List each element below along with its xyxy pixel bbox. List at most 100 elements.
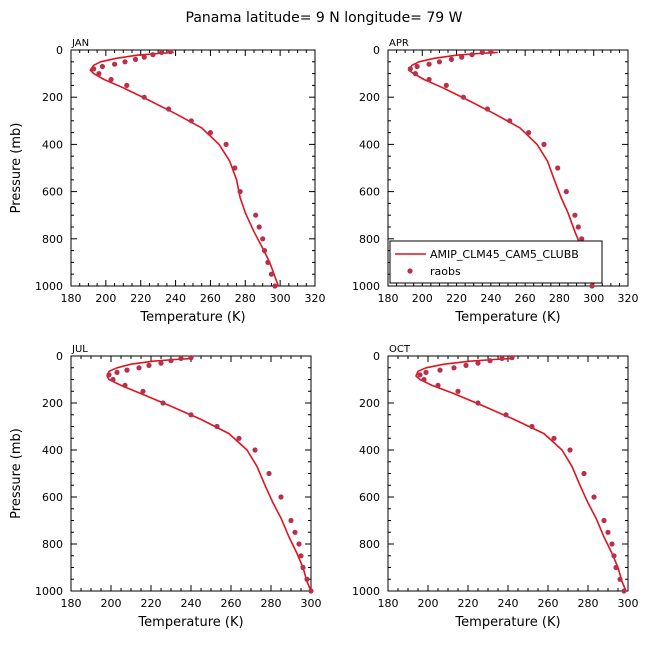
y-tick-label: 200 — [359, 91, 380, 104]
x-tick-label: 200 — [101, 597, 122, 610]
raobs-point — [609, 541, 615, 547]
x-tick-label: 300 — [583, 292, 604, 305]
raobs-point — [278, 494, 284, 500]
x-tick-label: 240 — [181, 597, 202, 610]
legend-marker-swatch — [407, 268, 413, 274]
raobs-point — [463, 362, 469, 368]
raobs-point — [555, 165, 561, 171]
raobs-point — [168, 358, 174, 364]
y-tick-label: 1000 — [352, 585, 380, 598]
panel-jul: 180 200 220 240 260 280 300 0 200 400 600 800 1000 Te… — [9, 344, 322, 630]
raobs-point — [579, 236, 585, 242]
raobs-point — [407, 66, 413, 72]
raobs-point — [437, 367, 443, 373]
raobs-point — [509, 355, 515, 361]
y-tick-label: 0 — [56, 44, 63, 57]
raobs-point — [499, 355, 505, 361]
raobs-point — [166, 106, 172, 112]
raobs-point — [529, 423, 535, 430]
raobs-point — [188, 355, 194, 361]
raobs-point — [451, 365, 457, 371]
raobs-point — [575, 224, 581, 230]
raobs-point — [551, 435, 557, 441]
raobs-point — [469, 52, 475, 58]
raobs-point — [110, 376, 116, 383]
panel-label: JAN — [71, 38, 89, 49]
x-tick-label: 180 — [378, 292, 399, 305]
raobs-point — [298, 553, 304, 559]
raobs-point — [526, 130, 532, 136]
raobs-point — [108, 76, 114, 83]
y-tick-label: 1000 — [352, 280, 380, 293]
x-tick-label: 260 — [221, 597, 242, 610]
raobs-point — [488, 49, 494, 55]
x-tick-label: 300 — [270, 292, 291, 305]
panel-oct: 180 200 220 240 260 280 300 0 200 400 600 800 1000 Te… — [352, 344, 639, 630]
model-line — [407, 51, 595, 287]
x-axis-title: Temperature (K) — [454, 310, 560, 325]
x-tick-label: 220 — [130, 292, 151, 305]
raobs-point — [435, 382, 441, 388]
x-tick-label: 280 — [261, 597, 282, 610]
y-tick-label: 800 — [42, 538, 63, 551]
y-tick-label: 600 — [359, 186, 380, 199]
raobs-point — [601, 517, 607, 524]
model-line — [89, 51, 280, 287]
x-axis-title: Temperature (K) — [454, 615, 560, 630]
raobs-point — [591, 494, 597, 500]
raobs-point — [253, 212, 259, 218]
y-tick-label: 800 — [359, 538, 380, 551]
raobs-point — [167, 49, 173, 55]
raobs-point — [237, 189, 243, 195]
raobs-point — [122, 59, 128, 65]
raobs-point — [421, 376, 427, 383]
x-tick-label: 280 — [578, 597, 599, 610]
y-tick-label: 400 — [42, 138, 63, 151]
raobs-point — [572, 212, 578, 218]
raobs-point — [265, 259, 271, 265]
raobs-point — [484, 106, 490, 112]
model-line — [415, 357, 627, 592]
panel-apr: 180 200 220 240 260 280 300 320 0 200 400 600 800 100… — [352, 38, 639, 325]
raobs-point — [261, 248, 268, 254]
x-tick-label: 300 — [301, 597, 322, 610]
x-tick-label: 220 — [458, 597, 479, 610]
raobs-point — [207, 130, 213, 136]
x-tick-label: 220 — [141, 597, 162, 610]
y-tick-label: 400 — [359, 138, 380, 151]
raobs-point — [106, 372, 112, 378]
x-tick-label: 180 — [61, 597, 82, 610]
raobs-point — [178, 355, 184, 361]
panel-label: JUL — [71, 344, 88, 355]
raobs-point — [236, 435, 242, 441]
raobs-point — [589, 283, 595, 289]
x-tick-label: 240 — [165, 292, 186, 305]
raobs-point — [159, 49, 165, 56]
raobs-point — [308, 588, 314, 594]
raobs-point — [479, 49, 485, 56]
raobs-point — [188, 118, 194, 124]
y-tick-label: 200 — [359, 397, 380, 410]
x-tick-label: 280 — [235, 292, 256, 305]
raobs-point — [132, 56, 139, 63]
model-line — [106, 357, 312, 592]
x-tick-label: 200 — [418, 597, 439, 610]
y-tick-label: 600 — [359, 491, 380, 504]
raobs-point — [256, 224, 262, 230]
raobs-point — [268, 271, 274, 277]
raobs-point — [412, 71, 418, 77]
raobs-point — [141, 54, 147, 60]
raobs-point — [460, 94, 466, 100]
x-tick-label: 280 — [549, 292, 570, 305]
x-tick-label: 240 — [480, 292, 501, 305]
raobs-point — [567, 447, 573, 453]
raobs-point — [146, 362, 152, 368]
y-axis-title: Pressure (mb) — [9, 123, 24, 214]
x-tick-label: 200 — [412, 292, 433, 305]
raobs-point — [475, 400, 481, 406]
raobs-point — [158, 360, 164, 366]
x-axis-title: Temperature (K) — [139, 310, 245, 325]
panel-jan: 180 200 220 240 260 280 300 320 0 200 400 600 800 100… — [9, 38, 326, 325]
raobs-point — [541, 141, 547, 147]
